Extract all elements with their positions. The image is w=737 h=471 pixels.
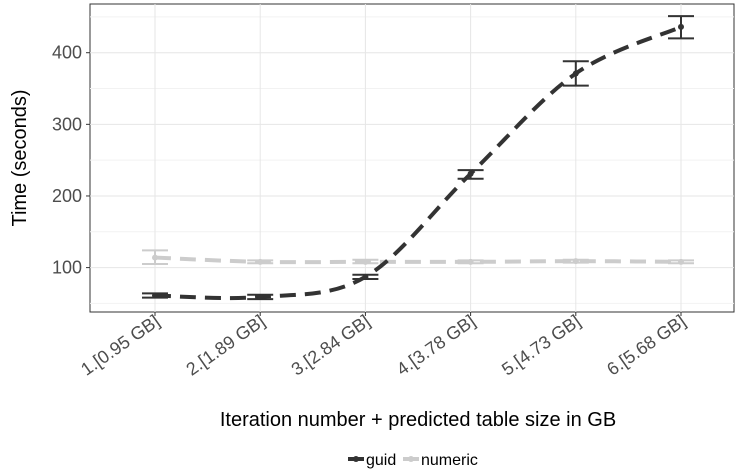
legend-label-numeric: numeric (421, 452, 478, 469)
series-layer (142, 15, 694, 301)
y-axis-title: Time (seconds) (9, 89, 31, 226)
x-axis-title: Iteration number + predicted table size … (220, 409, 616, 431)
y-tick-label: 300 (52, 114, 82, 134)
x-tick-label: 2.[1.89 GB] (182, 311, 268, 380)
y-tick-label: 200 (52, 186, 82, 206)
series-guid (142, 15, 694, 301)
data-point-numeric (152, 254, 158, 261)
data-point-numeric (257, 258, 264, 265)
plot-panel (89, 3, 735, 313)
data-point-numeric (467, 258, 474, 265)
data-point-numeric (362, 258, 369, 265)
y-axis: 100 200 300 400 (52, 43, 90, 278)
x-tick-label: 1.[0.95 GB] (77, 311, 163, 380)
data-point-guid (467, 170, 474, 177)
legend-label-guid: guid (366, 452, 396, 469)
y-tick-label: 400 (52, 43, 82, 63)
x-tick-label: 4.[3.78 GB] (393, 311, 479, 380)
series-line-guid (154, 25, 682, 301)
data-point-numeric (678, 258, 684, 265)
data-point-guid (152, 292, 158, 299)
x-tick-label: 3.[2.84 GB] (288, 311, 374, 380)
legend-item-guid: guid (348, 452, 396, 469)
data-point-guid (362, 273, 369, 280)
data-point-guid (572, 70, 579, 77)
x-tick-label: 5.[4.73 GB] (498, 311, 584, 380)
series-numeric (142, 249, 694, 266)
data-point-guid (678, 23, 684, 30)
x-axis: 1.[0.95 GB] 2.[1.89 GB] 3.[2.84 GB] 4.[3.78… (77, 311, 689, 380)
x-tick-label: 6.[5.68 GB] (603, 311, 689, 380)
legend-item-numeric: numeric (403, 452, 478, 469)
data-point-guid (257, 293, 264, 300)
y-tick-label: 100 (52, 258, 82, 278)
legend: guid numeric (348, 452, 478, 469)
series-line-numeric (154, 255, 682, 265)
data-point-numeric (572, 258, 579, 265)
